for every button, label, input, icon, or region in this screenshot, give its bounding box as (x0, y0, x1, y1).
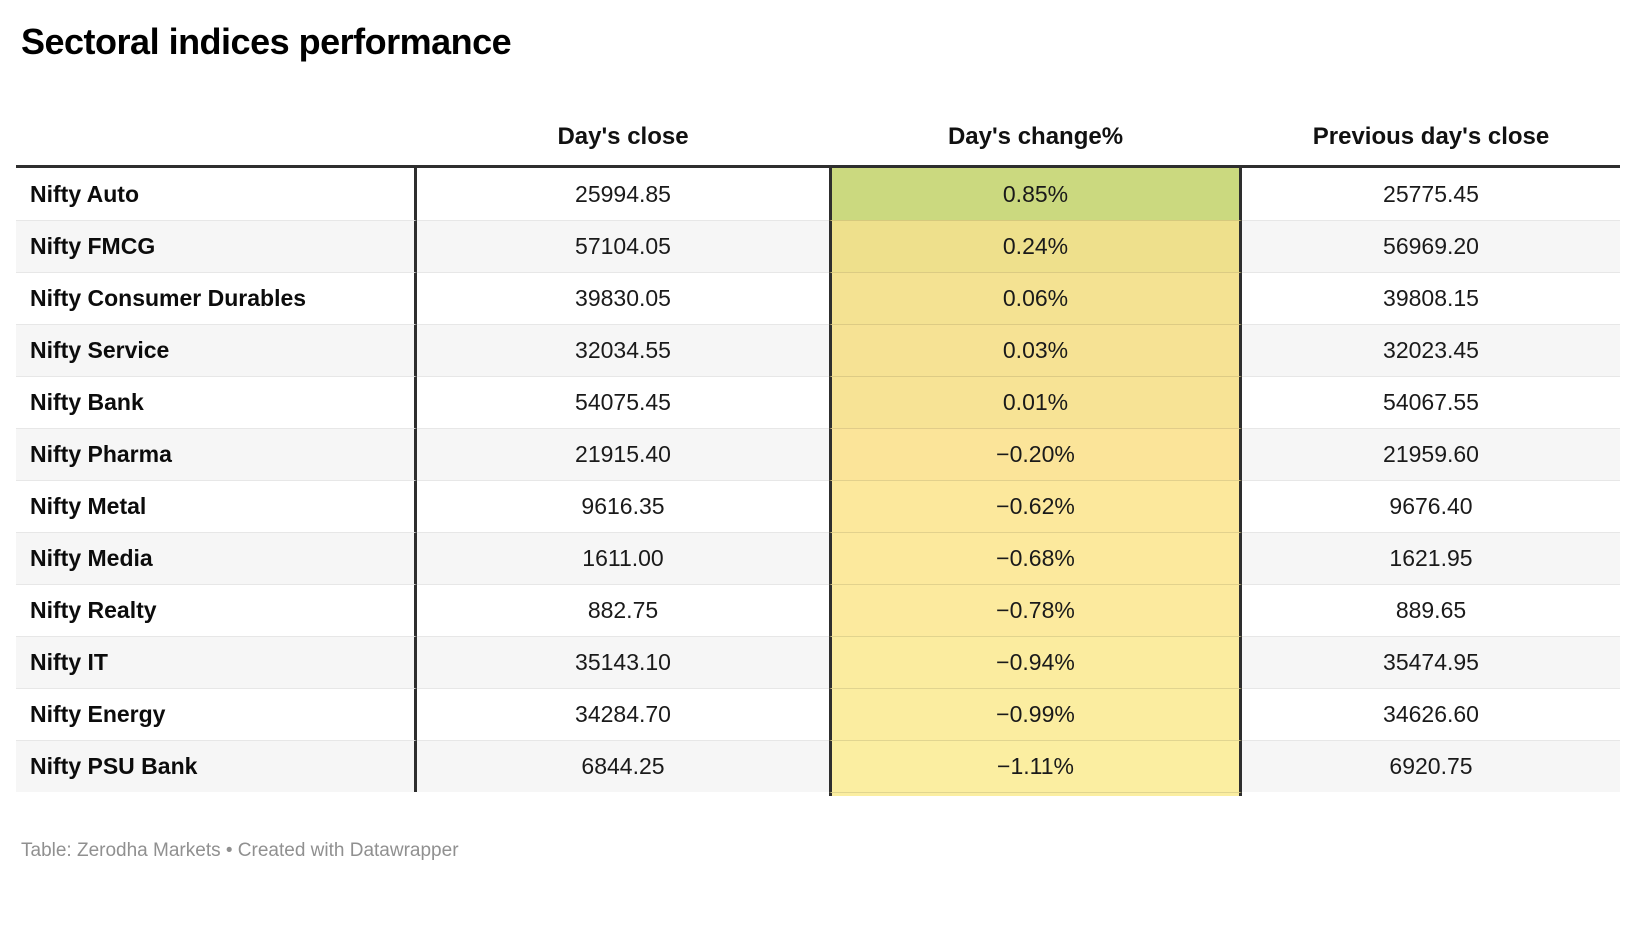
cell-change: −0.62% (829, 480, 1242, 532)
cell-prev: 9676.40 (1242, 480, 1620, 532)
table-row: Nifty FMCG 57104.05 0.24% 56969.20 (16, 220, 1620, 272)
cell-close: 32034.55 (417, 324, 829, 376)
table-row: Nifty Auto 25994.85 0.85% 25775.45 (16, 168, 1620, 220)
cell-close: 6844.25 (417, 740, 829, 792)
cell-name: Nifty FMCG (16, 220, 417, 272)
cap-cell (417, 792, 829, 796)
cell-prev: 21959.60 (1242, 428, 1620, 480)
cell-name: Nifty Auto (16, 168, 417, 220)
page: Sectoral indices performance Day's close… (0, 18, 1636, 862)
cell-change: 0.03% (829, 324, 1242, 376)
table-row: Nifty PSU Bank 6844.25 −1.11% 6920.75 (16, 740, 1620, 792)
column-header-previous-days-close: Previous day's close (1312, 123, 1550, 150)
change-column-cap (16, 792, 1620, 796)
table-row: Nifty Energy 34284.70 −0.99% 34626.60 (16, 688, 1620, 740)
cell-change: −0.20% (829, 428, 1242, 480)
cell-change: −0.68% (829, 532, 1242, 584)
cell-change: 0.24% (829, 220, 1242, 272)
table-row: Nifty Consumer Durables 39830.05 0.06% 3980… (16, 272, 1620, 324)
cell-name: Nifty Pharma (16, 428, 417, 480)
cap-cell (829, 792, 1242, 796)
cell-change: −1.11% (829, 740, 1242, 792)
cell-name: Nifty Media (16, 532, 417, 584)
column-header-blank (16, 151, 417, 165)
cell-prev: 32023.45 (1242, 324, 1620, 376)
column-header-days-change: Day's change% (947, 123, 1124, 150)
cell-prev: 6920.75 (1242, 740, 1620, 792)
table-row: Nifty Realty 882.75 −0.78% 889.65 (16, 584, 1620, 636)
cell-name: Nifty Realty (16, 584, 417, 636)
cell-prev: 34626.60 (1242, 688, 1620, 740)
table-row: Nifty Media 1611.00 −0.68% 1621.95 (16, 532, 1620, 584)
table-row: Nifty IT 35143.10 −0.94% 35474.95 (16, 636, 1620, 688)
cell-name: Nifty Metal (16, 480, 417, 532)
cell-prev: 1621.95 (1242, 532, 1620, 584)
cell-prev: 889.65 (1242, 584, 1620, 636)
cell-name: Nifty Service (16, 324, 417, 376)
cell-close: 57104.05 (417, 220, 829, 272)
cell-name: Nifty IT (16, 636, 417, 688)
cell-change: 0.01% (829, 376, 1242, 428)
cell-change: −0.99% (829, 688, 1242, 740)
cell-close: 21915.40 (417, 428, 829, 480)
cell-prev: 25775.45 (1383, 180, 1479, 207)
table-row: Nifty Pharma 21915.40 −0.20% 21959.60 (16, 428, 1620, 480)
cell-prev: 54067.55 (1242, 376, 1620, 428)
sectoral-indices-table: Day's close Day's change% Previous day's… (16, 66, 1620, 796)
cell-change: 0.06% (829, 272, 1242, 324)
table-row: Nifty Metal 9616.35 −0.62% 9676.40 (16, 480, 1620, 532)
cell-close: 882.75 (417, 584, 829, 636)
cell-close: 1611.00 (417, 532, 829, 584)
cell-close: 39830.05 (417, 272, 829, 324)
table-body: Nifty Auto 25994.85 0.85% 25775.45 Nifty FMC… (16, 168, 1620, 796)
cap-cell (16, 792, 417, 796)
cell-name: Nifty Energy (16, 688, 417, 740)
cell-close: 54075.45 (417, 376, 829, 428)
cell-name: Nifty Bank (16, 376, 417, 428)
table-row: Nifty Bank 54075.45 0.01% 54067.55 (16, 376, 1620, 428)
cell-close: 25994.85 (575, 180, 671, 207)
cell-close: 9616.35 (417, 480, 829, 532)
cap-cell (1242, 792, 1620, 796)
cell-close: 34284.70 (417, 688, 829, 740)
cell-name: Nifty Consumer Durables (16, 272, 417, 324)
cell-change: −0.94% (829, 636, 1242, 688)
cell-prev: 56969.20 (1242, 220, 1620, 272)
column-header-days-close: Day's close (557, 123, 689, 150)
cell-prev: 39808.15 (1242, 272, 1620, 324)
cell-prev: 35474.95 (1242, 636, 1620, 688)
cell-close: 35143.10 (417, 636, 829, 688)
table-credit: Table: Zerodha Markets • Created with Da… (21, 840, 459, 861)
page-title: Sectoral indices performance (21, 21, 512, 62)
table-header-row: Day's close Day's change% Previous day's… (16, 66, 1620, 168)
cell-change: 0.85% (829, 168, 1242, 220)
table-row: Nifty Service 32034.55 0.03% 32023.45 (16, 324, 1620, 376)
cell-name: Nifty PSU Bank (16, 740, 417, 792)
cell-change: −0.78% (829, 584, 1242, 636)
